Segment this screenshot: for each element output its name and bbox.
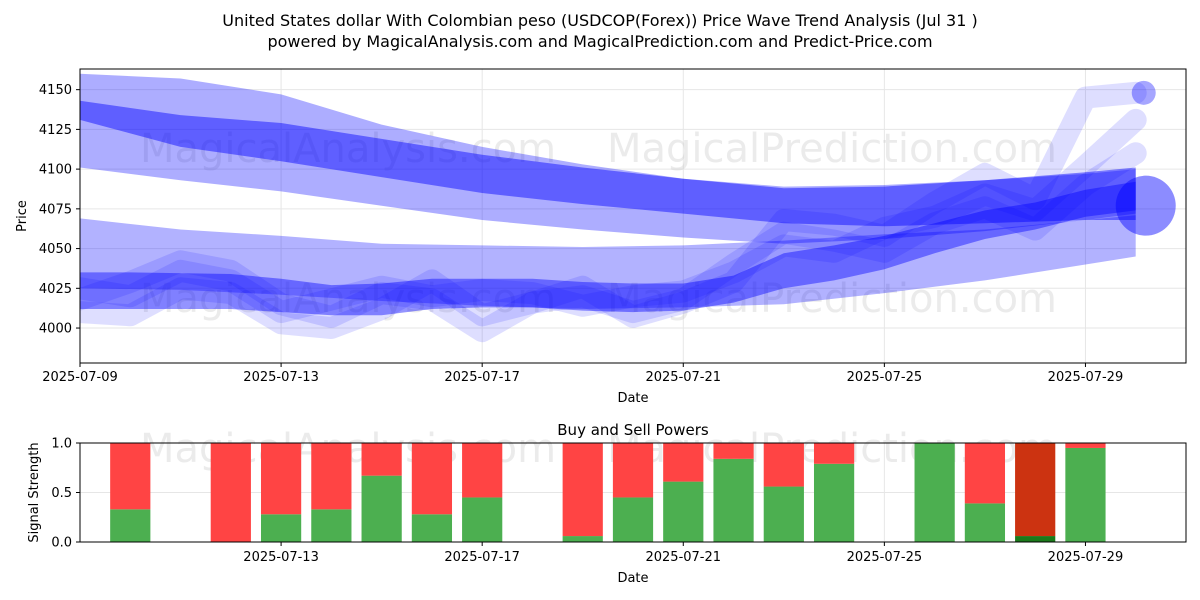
top-xtick-label-5: 2025-07-29 <box>1048 370 1124 385</box>
top-plot-frame <box>79 68 1187 364</box>
bottom-ytick-label-1: 0.5 <box>51 486 72 501</box>
chart-title-line2: powered by MagicalAnalysis.com and Magic… <box>267 32 932 51</box>
sell-bar-6 <box>462 443 503 498</box>
top-ytick-label-1: 4025 <box>39 282 72 297</box>
sell-bar-11 <box>763 443 804 487</box>
sell-bar-3 <box>311 443 352 510</box>
watermark-mid-right: MagicalPrediction.com <box>607 276 1057 322</box>
wave-band-upper-wave-core <box>80 100 1136 227</box>
buy-bar-8 <box>612 497 654 542</box>
sell-bar-14 <box>964 443 1006 504</box>
wave-path-price-path-a <box>80 81 1147 343</box>
top-xtick-label-1: 2025-07-13 <box>243 370 319 385</box>
buy-bar-16 <box>1065 447 1106 542</box>
watermark-mid-left: MagicalAnalysis.com <box>140 276 556 322</box>
bottom-xtick-label-0: 2025-07-13 <box>243 550 319 565</box>
buy-sell-chart: MagicalAnalysis.comMagicalPrediction.com… <box>27 421 1187 586</box>
buy-bar-15 <box>1015 536 1056 542</box>
wave-end-blob-high <box>1131 80 1156 105</box>
watermark-top-left: MagicalAnalysis.com <box>140 126 556 172</box>
chart-title-line1: United States dollar With Colombian peso… <box>222 11 977 30</box>
sell-bar-7 <box>562 443 603 537</box>
buy-bar-3 <box>311 509 352 542</box>
wave-path-price-path-b <box>80 108 1147 324</box>
buy-bar-13 <box>914 443 955 542</box>
buy-bar-11 <box>763 486 804 542</box>
buy-bar-6 <box>462 497 503 542</box>
top-ytick-label-0: 4000 <box>39 322 72 337</box>
bottom-xaxis-label: Date <box>617 571 648 586</box>
top-yaxis-label: Price <box>15 200 30 232</box>
buy-bar-2 <box>260 514 302 542</box>
wave-band-upper-wave-outer <box>80 73 1136 244</box>
top-ytick-label-3: 4075 <box>39 202 72 217</box>
top-plot-area <box>80 73 1176 343</box>
sell-bar-10 <box>713 443 754 459</box>
sell-bar-1 <box>210 443 251 542</box>
buy-bar-12 <box>813 463 855 542</box>
top-xtick-label-0: 2025-07-09 <box>42 370 118 385</box>
top-ytick-label-5: 4125 <box>39 123 72 138</box>
wave-path-price-path-c <box>80 142 1147 339</box>
sell-bar-9 <box>663 443 704 482</box>
bottom-xtick-label-3: 2025-07-25 <box>847 550 923 565</box>
buy-bar-10 <box>713 458 754 542</box>
sell-bar-5 <box>411 443 453 515</box>
top-ytick-label-4: 4100 <box>39 163 72 178</box>
top-xtick-label-3: 2025-07-21 <box>645 370 721 385</box>
bottom-xtick-label-1: 2025-07-17 <box>444 550 520 565</box>
bottom-chart-title: Buy and Sell Powers <box>557 421 709 439</box>
top-xtick-label-4: 2025-07-25 <box>847 370 923 385</box>
buy-bar-0 <box>110 509 151 542</box>
bottom-xtick-label-2: 2025-07-21 <box>645 550 721 565</box>
wave-band-lower-wave-core <box>80 181 1136 316</box>
buy-bar-7 <box>562 536 603 542</box>
buy-bar-9 <box>663 481 704 542</box>
buy-bar-5 <box>411 514 453 542</box>
top-xtick-label-2: 2025-07-17 <box>444 370 520 385</box>
price-wave-chart: MagicalAnalysis.com MagicalPrediction.com… <box>15 68 1187 406</box>
top-ytick-label-6: 4150 <box>39 83 72 98</box>
wave-band-lower-wave-outer <box>80 215 1136 309</box>
sell-bar-15 <box>1015 443 1056 537</box>
wave-end-blob-main <box>1115 175 1176 236</box>
sell-bar-16 <box>1065 443 1106 448</box>
sell-bar-12 <box>813 443 855 464</box>
sell-bar-8 <box>612 443 654 498</box>
bottom-ytick-label-2: 1.0 <box>51 437 72 452</box>
buy-bar-14 <box>964 503 1006 542</box>
sell-bar-4 <box>361 443 402 476</box>
watermark-top-right: MagicalPrediction.com <box>607 126 1057 172</box>
bottom-ytick-label-0: 0.0 <box>51 536 72 551</box>
sell-bar-2 <box>260 443 302 515</box>
bottom-xtick-label-4: 2025-07-29 <box>1048 550 1124 565</box>
buy-bar-4 <box>361 475 402 542</box>
bottom-yaxis-label: Signal Strength <box>27 442 42 542</box>
top-xaxis-label: Date <box>617 391 648 406</box>
sell-bar-0 <box>110 443 151 510</box>
top-ytick-label-2: 4050 <box>39 242 72 257</box>
